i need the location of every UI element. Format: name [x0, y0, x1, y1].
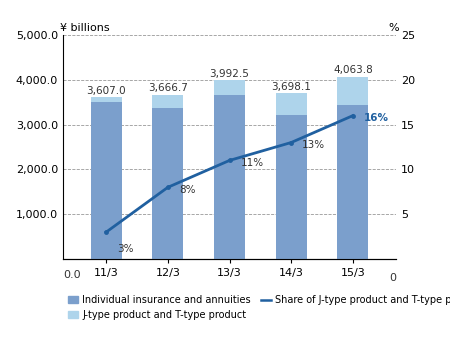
Text: 3,607.0: 3,607.0 — [86, 86, 126, 96]
Text: ¥ billions: ¥ billions — [60, 23, 109, 33]
Bar — [153, 108, 183, 259]
Bar — [338, 77, 368, 105]
Legend: Individual insurance and annuities, J-type product and T-type product, Share of : Individual insurance and annuities, J-ty… — [68, 295, 450, 320]
Text: 3,992.5: 3,992.5 — [210, 69, 249, 78]
Text: 4,063.8: 4,063.8 — [333, 65, 373, 75]
Text: 8%: 8% — [179, 185, 195, 195]
Bar — [91, 102, 122, 259]
Text: 13%: 13% — [302, 140, 325, 150]
Text: 3%: 3% — [117, 244, 134, 253]
Text: 3,698.1: 3,698.1 — [271, 82, 311, 92]
Text: 11%: 11% — [241, 158, 264, 168]
Text: 16%: 16% — [364, 113, 389, 123]
Text: 0.0: 0.0 — [63, 270, 81, 280]
Bar — [153, 95, 183, 108]
Bar — [338, 105, 368, 259]
Bar — [276, 93, 306, 115]
Text: 3,666.7: 3,666.7 — [148, 83, 188, 93]
Bar — [214, 96, 245, 259]
Text: 0: 0 — [389, 273, 396, 283]
Text: %: % — [389, 23, 399, 33]
Bar — [214, 80, 245, 96]
Bar — [91, 97, 122, 102]
Bar — [276, 115, 306, 259]
